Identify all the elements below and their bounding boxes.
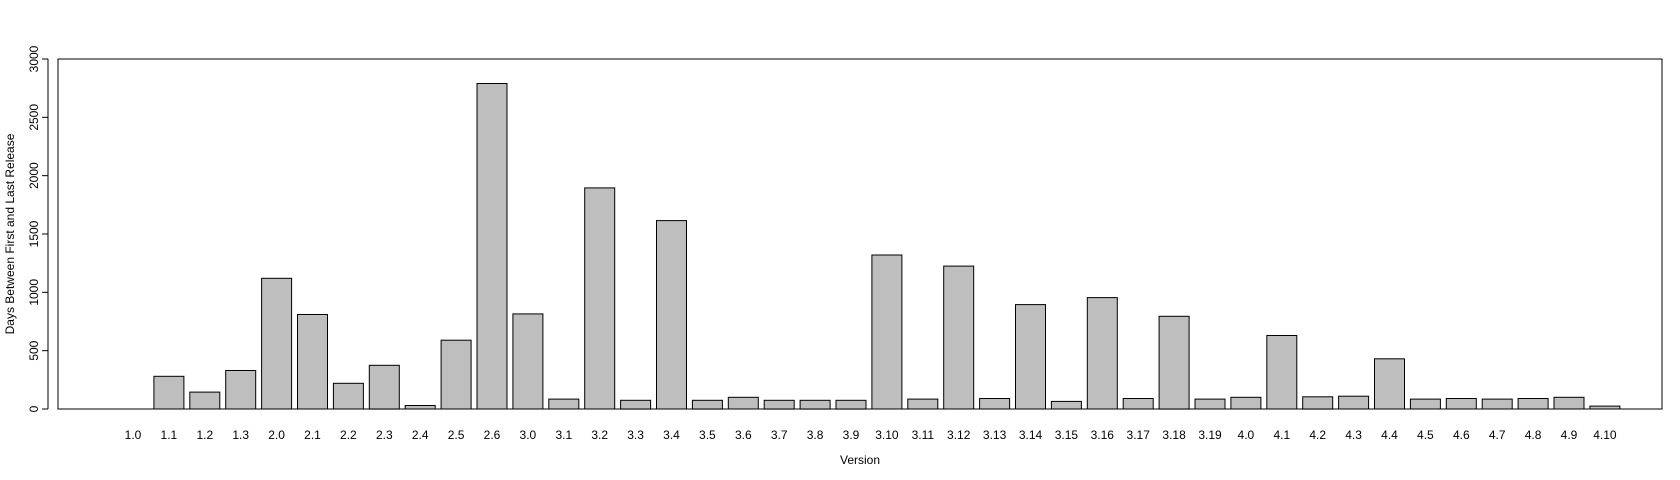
y-tick-label: 1000 [27, 279, 41, 306]
bar-4-1 [1266, 335, 1298, 410]
x-tick-label: 4.6 [1453, 428, 1470, 442]
bar-3-6 [727, 396, 759, 410]
y-axis-title: Days Between First and Last Release [3, 133, 17, 334]
x-tick-label: 4.4 [1381, 428, 1398, 442]
bar-4-9 [1553, 396, 1585, 410]
x-tick-label: 3.12 [947, 428, 971, 442]
x-tick-label: 2.5 [448, 428, 465, 442]
bar-2-1 [297, 314, 328, 410]
bar-4-0 [1230, 396, 1262, 410]
bar-3-7 [763, 399, 795, 410]
x-tick-label: 3.7 [771, 428, 788, 442]
x-tick-label: 4.10 [1593, 428, 1617, 442]
x-tick-label: 4.1 [1273, 428, 1290, 442]
x-tick-label: 3.15 [1055, 428, 1079, 442]
y-tick-label: 0 [27, 405, 41, 412]
x-tick-label: 4.0 [1238, 428, 1255, 442]
bar-3-12 [943, 265, 975, 410]
x-tick-label: 4.9 [1561, 428, 1578, 442]
bar-3-15 [1050, 400, 1082, 410]
y-tick-label: 500 [27, 340, 41, 360]
x-tick-label: 3.8 [807, 428, 824, 442]
bar-4-7 [1481, 398, 1513, 410]
y-tick-label: 3000 [27, 45, 41, 72]
x-tick-label: 4.7 [1489, 428, 1506, 442]
x-tick-label: 3.9 [843, 428, 860, 442]
x-tick-label: 3.4 [663, 428, 680, 442]
bar-2-5 [440, 339, 472, 410]
bar-4-8 [1517, 398, 1549, 410]
bar-2-4 [404, 405, 436, 410]
bar-3-0 [512, 313, 544, 410]
y-tick-label: 1500 [27, 220, 41, 247]
x-tick-label: 3.13 [983, 428, 1007, 442]
x-tick-label: 1.2 [196, 428, 213, 442]
x-tick-label: 1.0 [125, 428, 142, 442]
bar-3-17 [1122, 398, 1154, 410]
bar-3-2 [584, 187, 616, 410]
x-tick-label: 3.3 [627, 428, 644, 442]
bar-3-5 [691, 399, 723, 410]
x-tick-label: 4.8 [1525, 428, 1542, 442]
x-tick-label: 3.16 [1091, 428, 1115, 442]
plot-frame [57, 58, 1663, 410]
bar-2-6 [476, 83, 508, 410]
x-tick-label: 2.0 [268, 428, 285, 442]
bar-3-18 [1158, 315, 1190, 410]
x-tick-label: 3.10 [875, 428, 899, 442]
bar-3-10 [871, 254, 903, 410]
bar-3-9 [835, 399, 867, 410]
bar-3-16 [1086, 297, 1118, 410]
bar-3-13 [979, 398, 1011, 410]
x-tick-label: 1.1 [161, 428, 178, 442]
bar-3-14 [1015, 304, 1046, 410]
x-tick-label: 3.5 [699, 428, 716, 442]
x-tick-label: 3.14 [1019, 428, 1043, 442]
bar-4-3 [1338, 395, 1370, 410]
bar-1-1 [153, 375, 185, 410]
x-tick-label: 3.17 [1127, 428, 1151, 442]
bar-1-3 [225, 370, 257, 410]
x-tick-label: 2.3 [376, 428, 393, 442]
x-tick-label: 2.2 [340, 428, 357, 442]
x-tick-label: 3.11 [912, 428, 935, 442]
x-tick-label: 3.0 [520, 428, 537, 442]
bar-1-2 [189, 391, 221, 410]
bar-2-0 [261, 277, 293, 410]
bar-3-4 [656, 220, 687, 410]
bar-4-6 [1445, 398, 1477, 410]
bar-4-4 [1374, 358, 1405, 410]
x-tick-label: 3.2 [591, 428, 608, 442]
bar-4-5 [1409, 398, 1441, 410]
bar-3-19 [1194, 398, 1226, 410]
bar-3-3 [620, 399, 652, 410]
x-tick-label: 4.5 [1417, 428, 1434, 442]
x-tick-label: 1.3 [232, 428, 249, 442]
bar-3-8 [799, 399, 831, 410]
bar-3-1 [548, 398, 580, 410]
x-tick-label: 4.2 [1309, 428, 1326, 442]
x-tick-label: 2.6 [484, 428, 501, 442]
bar-4-2 [1302, 396, 1334, 410]
x-tick-label: 3.18 [1162, 428, 1186, 442]
x-tick-label: 2.1 [304, 428, 321, 442]
x-tick-label: 3.19 [1198, 428, 1222, 442]
x-tick-label: 3.6 [735, 428, 752, 442]
x-tick-label: 3.1 [555, 428, 572, 442]
x-axis-title: Version [840, 453, 880, 467]
x-tick-label: 2.4 [412, 428, 429, 442]
y-axis: 0 500 1000 1500 2000 2500 3000 [27, 45, 49, 412]
bar-2-2 [332, 382, 364, 410]
y-tick-label: 2500 [27, 104, 41, 131]
x-axis: 1.0 1.1 1.2 1.3 2.0 2.1 2.2 2.3 2.4 2.5 2.6 3.0 3.1 3… [125, 428, 1617, 442]
bar-3-11 [907, 398, 939, 410]
bar-2-3 [368, 364, 400, 410]
y-tick-label: 2000 [27, 162, 41, 189]
bars-group [153, 83, 1621, 410]
x-tick-label: 4.3 [1345, 428, 1362, 442]
